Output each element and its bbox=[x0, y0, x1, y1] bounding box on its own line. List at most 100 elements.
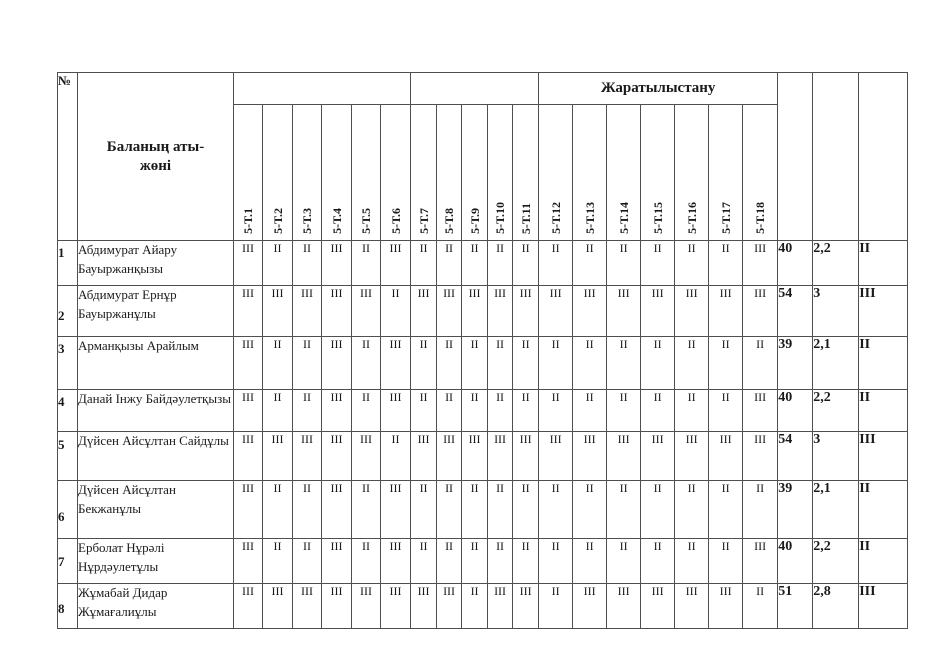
score-cell: III bbox=[233, 583, 263, 629]
grades-table: № Баланың аты- жөні Жаратылыстану 5-Т.1 5… bbox=[57, 72, 909, 629]
score-cell: II bbox=[512, 336, 540, 390]
score-cell: III bbox=[321, 480, 352, 539]
score-cell: III bbox=[321, 336, 352, 390]
score-cell: III bbox=[674, 285, 710, 337]
task-column-label: 5-Т.1 bbox=[241, 208, 255, 234]
col-header-grade bbox=[858, 72, 909, 241]
score-cell: II bbox=[379, 431, 412, 481]
student-row: 1 Абдимурат Айару Бауыржанқызы III II II III I… bbox=[57, 240, 909, 286]
score-cell: II bbox=[292, 336, 322, 390]
task-column-header: 5-Т.8 bbox=[436, 104, 463, 241]
score-cell: II bbox=[487, 336, 514, 390]
row-number-cell: 6 bbox=[57, 480, 78, 539]
score-cell: III bbox=[379, 389, 412, 432]
total-cell: 51 bbox=[777, 583, 814, 629]
score-cell: II bbox=[640, 538, 676, 584]
score-cell: III bbox=[351, 583, 381, 629]
score-cell: II bbox=[512, 480, 540, 539]
row-number-cell: 8 bbox=[57, 583, 78, 629]
score-cell: II bbox=[292, 538, 322, 584]
task-column-header: 5-Т.7 bbox=[410, 104, 438, 241]
score-cell: III bbox=[436, 285, 463, 337]
col-header-average bbox=[812, 72, 860, 241]
score-cell: II bbox=[487, 389, 514, 432]
score-cell: II bbox=[512, 538, 540, 584]
task-column-header: 5-Т.4 bbox=[321, 104, 352, 241]
score-cell: II bbox=[606, 240, 642, 286]
task-column-header: 5-Т.16 bbox=[674, 104, 710, 241]
score-cell: II bbox=[572, 389, 608, 432]
col-header-total bbox=[777, 72, 814, 241]
average-cell: 2,1 bbox=[812, 480, 860, 539]
group-header-science: Жаратылыстану bbox=[538, 72, 779, 105]
score-cell: II bbox=[351, 480, 381, 539]
score-cell: II bbox=[572, 538, 608, 584]
score-cell: III bbox=[512, 583, 540, 629]
task-column-header: 5-Т.17 bbox=[708, 104, 744, 241]
average-cell: 2,2 bbox=[812, 538, 860, 584]
score-cell: II bbox=[410, 480, 438, 539]
task-column-label: 5-Т.9 bbox=[467, 208, 482, 234]
student-name-cell: Дүйсен Айсұлтан Бекжанұлы bbox=[77, 480, 234, 539]
score-cell: III bbox=[708, 285, 744, 337]
score-cell: II bbox=[436, 480, 463, 539]
score-cell: II bbox=[538, 336, 574, 390]
score-cell: II bbox=[410, 538, 438, 584]
student-name-cell: Арманқызы Арайлым bbox=[77, 336, 234, 390]
score-cell: II bbox=[262, 389, 293, 432]
score-cell: II bbox=[379, 285, 412, 337]
score-cell: II bbox=[538, 583, 574, 629]
score-cell: III bbox=[512, 431, 540, 481]
score-cell: III bbox=[379, 240, 412, 286]
total-cell: 40 bbox=[777, 389, 814, 432]
task-column-label: 5-Т.14 bbox=[616, 202, 631, 234]
total-cell: 54 bbox=[777, 431, 814, 481]
score-cell: II bbox=[640, 389, 676, 432]
row-number-cell: 2 bbox=[57, 285, 78, 337]
score-cell: II bbox=[708, 389, 744, 432]
row-number-cell: 3 bbox=[57, 336, 78, 390]
score-cell: II bbox=[606, 389, 642, 432]
score-cell: III bbox=[321, 583, 352, 629]
score-cell: II bbox=[351, 336, 381, 390]
score-cell: II bbox=[487, 538, 514, 584]
score-cell: II bbox=[436, 538, 463, 584]
score-cell: II bbox=[461, 389, 489, 432]
student-row: 4 Данай Інжу Байдәулетқызы III II II III II III… bbox=[57, 389, 909, 432]
score-cell: II bbox=[538, 389, 574, 432]
score-cell: III bbox=[292, 285, 322, 337]
task-column-header: 5-Т.10 bbox=[487, 104, 514, 241]
score-cell: III bbox=[379, 480, 412, 539]
student-name-cell: Данай Інжу Байдәулетқызы bbox=[77, 389, 234, 432]
score-cell: III bbox=[410, 285, 438, 337]
score-cell: III bbox=[742, 431, 779, 481]
task-column-header: 5-Т.9 bbox=[461, 104, 489, 241]
average-cell: 2,8 bbox=[812, 583, 860, 629]
score-cell: III bbox=[321, 431, 352, 481]
grade-cell: II bbox=[858, 389, 909, 432]
task-column-label: 5-Т.3 bbox=[300, 208, 314, 234]
score-cell: III bbox=[292, 583, 322, 629]
score-cell: III bbox=[379, 583, 412, 629]
score-cell: II bbox=[292, 240, 322, 286]
score-cell: III bbox=[487, 431, 514, 481]
score-cell: III bbox=[262, 431, 293, 481]
score-cell: III bbox=[572, 285, 608, 337]
task-column-label: 5-Т.12 bbox=[548, 202, 563, 234]
score-cell: III bbox=[233, 285, 263, 337]
task-column-header: 5-Т.13 bbox=[572, 104, 608, 241]
task-column-label: 5-Т.6 bbox=[388, 208, 403, 234]
score-cell: II bbox=[461, 538, 489, 584]
score-cell: II bbox=[351, 389, 381, 432]
score-cell: III bbox=[572, 431, 608, 481]
score-cell: III bbox=[674, 583, 710, 629]
student-name-cell: Абдимурат Айару Бауыржанқызы bbox=[77, 240, 234, 286]
score-cell: III bbox=[461, 285, 489, 337]
score-cell: III bbox=[233, 538, 263, 584]
score-cell: III bbox=[321, 240, 352, 286]
score-cell: III bbox=[640, 431, 676, 481]
student-row: 8 Жұмабай Дидар Жұмағалиұлы III III III III II… bbox=[57, 583, 909, 629]
score-cell: III bbox=[436, 583, 463, 629]
task-column-header: 5-Т.2 bbox=[262, 104, 293, 241]
score-cell: II bbox=[708, 336, 744, 390]
